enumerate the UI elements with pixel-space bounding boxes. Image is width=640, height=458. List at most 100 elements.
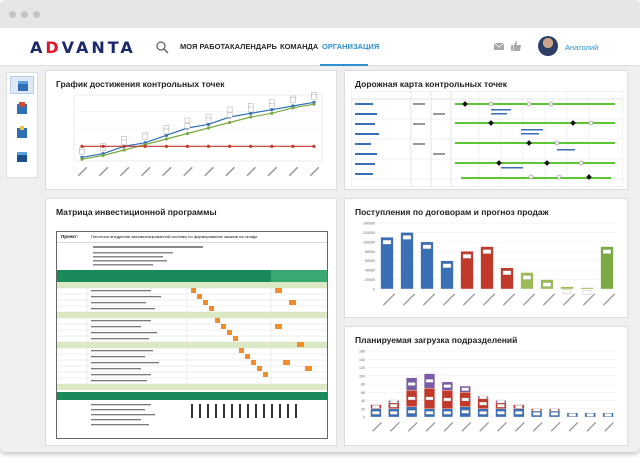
avatar[interactable] xyxy=(538,36,558,56)
data-label-box xyxy=(382,239,392,245)
like-icon[interactable] xyxy=(511,41,521,51)
x-tick-label xyxy=(382,293,396,306)
data-label-box xyxy=(461,410,469,414)
search-icon[interactable] xyxy=(155,40,169,54)
y-tick-label: 60 xyxy=(361,391,365,395)
x-tick-label xyxy=(542,293,556,306)
data-label-box xyxy=(582,290,592,295)
project-label: Проект: xyxy=(61,234,79,239)
x-tick-label xyxy=(183,166,193,177)
nav-organization[interactable]: ОРГАНИЗАЦИЯ xyxy=(322,42,380,51)
data-point xyxy=(143,144,147,148)
x-tick-label xyxy=(602,293,616,306)
y-tick-label: 40 xyxy=(361,399,365,403)
data-point xyxy=(228,120,232,125)
x-tick-label xyxy=(77,166,88,177)
mail-icon[interactable] xyxy=(494,43,504,50)
nav-team[interactable]: КОМАНДА xyxy=(280,42,319,51)
data-label-box xyxy=(497,399,505,404)
x-tick-label xyxy=(479,421,490,432)
x-tick-label xyxy=(604,421,615,432)
data-label-box xyxy=(586,413,594,417)
window-titlebar xyxy=(0,0,640,28)
window-dot[interactable] xyxy=(9,11,16,18)
window-dot[interactable] xyxy=(21,11,28,18)
data-label-box xyxy=(497,404,505,408)
data-point xyxy=(291,106,295,110)
data-point xyxy=(270,111,274,115)
y-tick-label: 20000 xyxy=(365,278,375,282)
data-label-box xyxy=(425,411,434,415)
data-label-box xyxy=(79,148,85,155)
data-label-box xyxy=(163,128,170,135)
contracts-chart: 0 20000 40000 60000 80000 100000 120000 140000 xyxy=(363,222,617,306)
data-label-box xyxy=(184,123,191,129)
y-tick-label: 100000 xyxy=(363,240,375,244)
bar xyxy=(520,272,534,290)
y-tick-label: 80 xyxy=(361,383,365,387)
x-tick-label xyxy=(425,421,436,432)
x-tick-label xyxy=(461,421,472,432)
data-point xyxy=(101,144,105,148)
x-tick-label xyxy=(586,421,597,432)
data-label-box xyxy=(515,411,523,415)
x-tick-label xyxy=(514,421,525,432)
data-label-box xyxy=(390,399,398,404)
data-point xyxy=(101,153,105,158)
x-tick-label xyxy=(119,166,130,177)
x-tick-label xyxy=(562,293,576,306)
data-point xyxy=(185,144,190,148)
bar xyxy=(480,246,494,290)
sidebar-dashboard-1[interactable] xyxy=(10,76,34,94)
panel-title: График достижения контрольных точек xyxy=(56,79,225,89)
data-label-box xyxy=(390,404,398,408)
nav-calendar[interactable]: КАЛЕНДАРЬ xyxy=(230,42,277,51)
bar xyxy=(600,246,614,290)
y-tick-label: 120 xyxy=(359,366,365,370)
data-label-box xyxy=(515,405,523,409)
data-point xyxy=(270,108,274,112)
x-tick-label xyxy=(532,421,543,432)
x-tick-label xyxy=(372,421,382,432)
data-label-box xyxy=(532,408,541,412)
sidebar-dashboard-2[interactable] xyxy=(12,100,32,118)
dashboard-sidebar xyxy=(6,72,38,178)
contracts-panel: Поступления по договорам и прогноз прода… xyxy=(344,198,628,318)
bar xyxy=(560,286,574,290)
x-tick-label xyxy=(462,293,476,306)
workload-chart: 0 20 40 60 80 100 120 140 160 xyxy=(359,350,617,432)
bar xyxy=(380,236,394,290)
data-label-box xyxy=(443,384,452,388)
data-label-box xyxy=(226,112,233,118)
sidebar-dashboard-3[interactable] xyxy=(12,124,32,142)
x-tick-label xyxy=(582,293,596,306)
x-tick-label xyxy=(442,293,456,306)
data-label-box xyxy=(226,106,233,113)
data-point xyxy=(164,133,168,137)
cube-icon xyxy=(17,126,27,138)
x-tick-label xyxy=(389,421,400,432)
data-label-box xyxy=(522,275,532,280)
x-tick-label xyxy=(309,166,320,177)
data-label-box xyxy=(568,413,577,417)
data-label-box xyxy=(407,410,416,414)
data-point xyxy=(270,144,274,148)
window-dot[interactable] xyxy=(33,11,40,18)
x-tick-label xyxy=(482,293,496,306)
data-point xyxy=(206,126,211,130)
nav-my-work[interactable]: МОЯ РАБОТА xyxy=(180,42,230,51)
y-tick-label: 40000 xyxy=(365,269,375,273)
x-tick-label xyxy=(550,421,561,432)
matrix-grid xyxy=(57,242,327,426)
data-label-box xyxy=(502,270,512,275)
sidebar-dashboard-4[interactable] xyxy=(12,148,32,166)
advanta-logo[interactable]: ADVANTA xyxy=(30,38,136,57)
data-point xyxy=(164,144,168,148)
data-point xyxy=(312,144,316,148)
data-label-box xyxy=(407,396,416,401)
data-label-box xyxy=(550,412,559,416)
data-point xyxy=(228,144,232,148)
project-name: Пилотное внедрение автоматизированной си… xyxy=(91,234,258,239)
user-name[interactable]: Анатолий xyxy=(565,43,599,52)
